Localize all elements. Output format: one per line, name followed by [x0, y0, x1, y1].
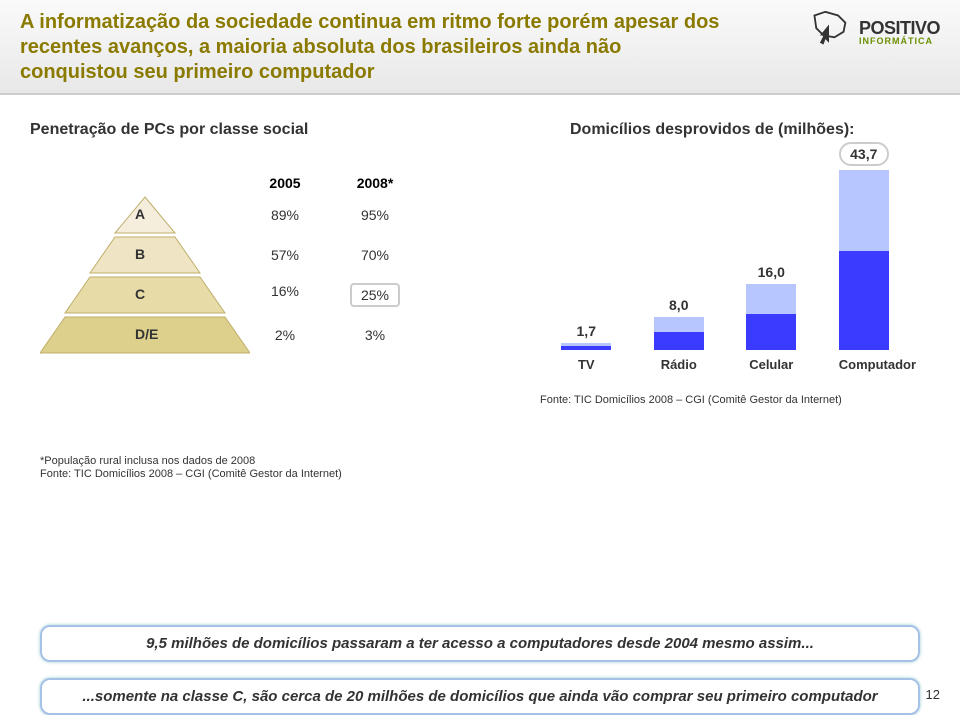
pyramid-row-de: D/E 2% 3%: [40, 315, 510, 355]
right-section-title: Domicílios desprovidos de (milhões):: [570, 121, 930, 139]
bar-label: Rádio: [654, 357, 704, 372]
header: A informatização da sociedade continua e…: [0, 0, 960, 95]
val-2008: 25%: [350, 283, 400, 307]
val-2008: 70%: [350, 247, 400, 263]
val-2005: 16%: [260, 283, 310, 307]
pyramid-label: A: [135, 206, 145, 222]
callout-2: ...somente na classe C, são cerca de 20 …: [40, 678, 920, 715]
bar-label: TV: [561, 357, 611, 372]
logo-sub: INFORMÁTICA: [859, 37, 940, 46]
page-number: 12: [926, 687, 940, 702]
bar-value: 1,7: [561, 323, 611, 339]
bar-label: Celular: [746, 357, 796, 372]
val-2005: 57%: [260, 247, 310, 263]
col-2005: 2005: [260, 175, 310, 191]
pyramid-label: C: [135, 286, 145, 302]
bar-computador: 43,7Computador: [839, 170, 889, 350]
col-2008: 2008*: [350, 175, 400, 191]
hand-cursor-icon: [807, 10, 851, 55]
bar-label: Computador: [839, 357, 889, 372]
bar-value: 43,7: [839, 142, 889, 166]
chart-source: Fonte: TIC Domicílios 2008 – CGI (Comitê…: [540, 394, 910, 406]
footnote-1: *População rural inclusa nos dados de 20…: [40, 455, 510, 468]
val-2005: 2%: [260, 327, 310, 343]
bar-tv: 1,7TV: [561, 343, 611, 350]
bar-value: 16,0: [746, 264, 796, 280]
pyramid-label: B: [135, 246, 145, 262]
pyramid-row-a: A 89% 95%: [40, 195, 510, 235]
footnote-2: Fonte: TIC Domicílios 2008 – CGI (Comitê…: [40, 468, 510, 481]
logo: POSITIVO INFORMÁTICA: [807, 10, 940, 55]
pyramid-label: D/E: [135, 326, 158, 342]
val-2008: 95%: [350, 207, 400, 223]
logo-name: POSITIVO: [859, 19, 940, 37]
callout-1: 9,5 milhões de domicílios passaram a ter…: [40, 625, 920, 662]
slide-title: A informatização da sociedade continua e…: [20, 10, 720, 85]
bar-rádio: 8,0Rádio: [654, 317, 704, 350]
val-2008: 3%: [350, 327, 400, 343]
val-2005: 89%: [260, 207, 310, 223]
left-section-title: Penetração de PCs por classe social: [30, 121, 470, 139]
bar-celular: 16,0Celular: [746, 284, 796, 350]
pyramid-table: 2005 2008* A89%95%B57%70%C16%25%D/E2%3% …: [40, 175, 510, 481]
bar-chart: 1,7TV8,0Rádio16,0Celular43,7Computador F…: [540, 165, 910, 395]
pyramid-row-b: B 57% 70%: [40, 235, 510, 275]
bar-value: 8,0: [654, 297, 704, 313]
pyramid-row-c: C 16% 25%: [40, 275, 510, 315]
